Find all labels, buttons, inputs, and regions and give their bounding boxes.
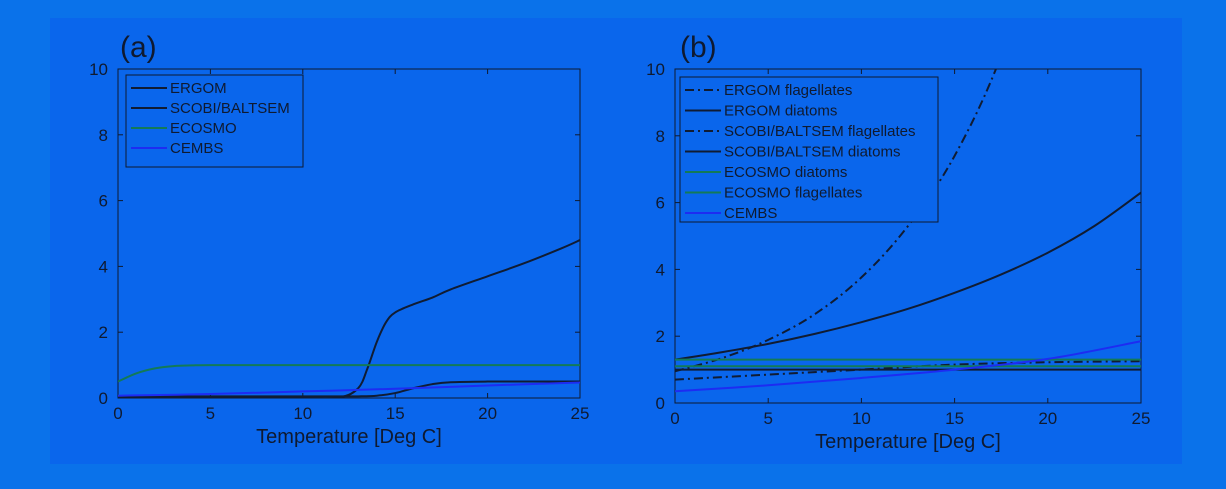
series-line-ergom — [118, 380, 580, 398]
x-tick-label: 10 — [293, 404, 312, 423]
series-group — [118, 239, 580, 398]
x-tick-label: 20 — [1038, 409, 1057, 428]
panel-label: (a) — [120, 31, 157, 64]
y-tick-label: 8 — [656, 127, 665, 146]
legend: ERGOM flagellates ERGOM diatoms SCOBI/BALT… — [679, 76, 939, 223]
x-tick-label: 0 — [113, 404, 122, 423]
legend: ERGOM SCOBI/BALTSEM ECOSMO CEMBS — [125, 74, 304, 168]
y-tick-label: 4 — [99, 257, 108, 276]
x-axis-label: Temperature [Deg C] — [815, 431, 1001, 453]
x-tick-label: 0 — [670, 409, 679, 428]
legend-entry: CEMBS — [170, 140, 223, 157]
x-tick-label: 5 — [206, 404, 215, 423]
x-tick-label: 25 — [571, 404, 590, 423]
x-tick-label: 10 — [852, 409, 871, 428]
legend-entry: ECOSMO diatoms — [724, 164, 847, 181]
x-tick-label: 15 — [945, 409, 964, 428]
y-tick-label: 0 — [99, 389, 108, 408]
x-tick-label: 20 — [478, 404, 497, 423]
y-tick-label: 8 — [99, 126, 108, 145]
series-line-ecosmo — [118, 364, 580, 383]
panel-b: (b) 0 5 10 15 20 25 0 2 4 6 8 10 Temperature [Deg C] E… — [646, 31, 1151, 453]
y-tick-label: 2 — [99, 323, 108, 342]
x-tick-label: 25 — [1132, 409, 1151, 428]
y-tick-label: 2 — [656, 327, 665, 346]
panel-a: (a) 0 5 10 15 20 25 0 2 4 6 8 10 Temperature [Deg C] E… — [89, 31, 589, 448]
legend-entry: CEMBS — [724, 205, 777, 222]
series-line-scobi-baltsem — [118, 239, 580, 398]
y-tick-label: 6 — [99, 192, 108, 211]
legend-entry: SCOBI/BALTSEM flagellates — [724, 123, 915, 140]
legend-entry: SCOBI/BALTSEM diatoms — [724, 144, 900, 161]
legend-entry: ERGOM flagellates — [724, 82, 852, 99]
y-tick-label: 4 — [656, 260, 665, 279]
y-tick-label: 10 — [646, 60, 665, 79]
y-tick-label: 10 — [89, 60, 108, 79]
y-tick-label: 0 — [656, 394, 665, 413]
legend-entry: SCOBI/BALTSEM — [170, 100, 290, 117]
x-tick-label: 5 — [763, 409, 772, 428]
legend-entry: ECOSMO — [170, 120, 237, 137]
legend-entry: ERGOM diatoms — [724, 103, 837, 120]
legend-entry: ERGOM — [170, 80, 227, 97]
series-line-cembs — [675, 340, 1141, 393]
series-line-ergom-diatoms — [675, 191, 1141, 361]
series-line-cembs — [118, 381, 580, 397]
legend-box — [679, 76, 939, 223]
x-axis-label: Temperature [Deg C] — [256, 426, 442, 448]
series-group — [675, 69, 1141, 393]
legend-entry: ECOSMO flagellates — [724, 185, 862, 202]
y-tick-label: 6 — [656, 194, 665, 213]
x-tick-label: 15 — [386, 404, 405, 423]
panel-label: (b) — [680, 31, 717, 64]
legend-box — [125, 74, 304, 168]
